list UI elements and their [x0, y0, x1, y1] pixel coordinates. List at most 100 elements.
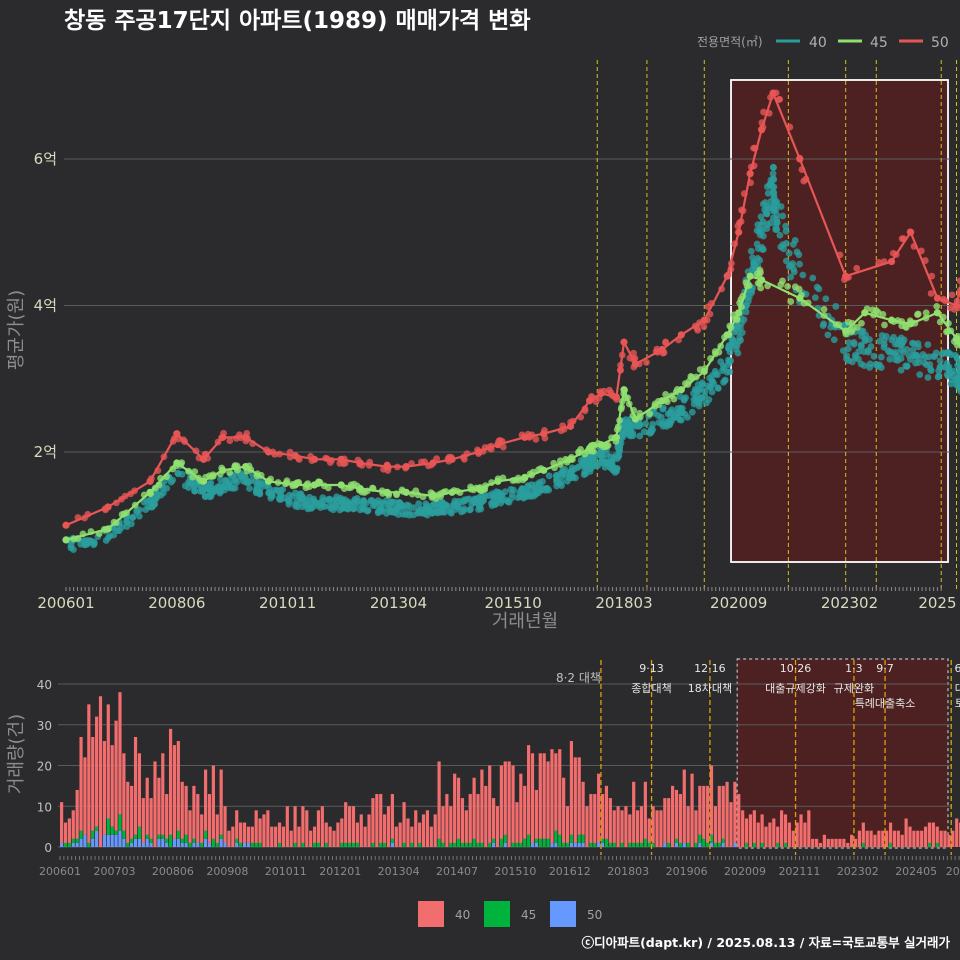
price-point-40 [325, 495, 333, 503]
volume-bar-45 [258, 842, 262, 847]
volume-bar-45 [161, 834, 165, 839]
volume-bar-45 [110, 826, 114, 835]
price-point-40 [507, 485, 515, 493]
price-point-40 [827, 323, 835, 331]
volume-bar-40 [231, 826, 235, 847]
top-x-tick-label: 202009 [710, 594, 767, 612]
volume-bar-40 [277, 822, 282, 843]
price-point-40 [454, 502, 462, 510]
volume-bar-45 [511, 842, 515, 847]
volume-bar-45 [569, 834, 574, 843]
series-marker-50 [494, 441, 502, 449]
price-point-40 [666, 419, 674, 427]
price-point-40 [813, 283, 821, 291]
price-point-40 [104, 534, 112, 542]
volume-bar-45 [379, 842, 383, 847]
top-x-tick-label: 201304 [370, 594, 427, 612]
price-point-40 [913, 353, 921, 360]
price-point-40 [779, 212, 787, 220]
series-marker-50 [700, 316, 708, 324]
volume-bar-45 [558, 834, 562, 847]
volume-bar-40 [838, 838, 842, 847]
price-point-40 [860, 362, 868, 370]
volume-bar-50 [118, 830, 122, 847]
price-point-40 [563, 477, 571, 485]
price-point-40 [923, 361, 930, 369]
volume-bar-45 [647, 842, 651, 847]
price-point-40 [518, 486, 525, 494]
bottom-x-tick-label: 201906 [666, 865, 708, 878]
price-point-45 [670, 395, 678, 403]
price-point-40 [191, 487, 199, 495]
volume-bar-40 [421, 814, 426, 847]
price-point-40 [524, 487, 531, 495]
volume-bar-45 [608, 842, 612, 847]
volume-bar-40 [527, 745, 531, 835]
volume-bar-45 [935, 842, 939, 847]
volume-bar-40 [180, 781, 184, 839]
volume-bar-40 [165, 794, 169, 839]
price-point-50 [700, 323, 708, 331]
price-point-40 [782, 257, 790, 265]
price-point-40 [793, 248, 801, 256]
volume-bar-50 [390, 842, 394, 847]
volume-bar-40 [912, 830, 916, 847]
series-marker-45 [540, 466, 548, 474]
volume-bar-40 [822, 834, 826, 847]
volume-bar-50 [219, 838, 223, 847]
volume-bar-50 [106, 834, 110, 847]
volume-bar-45 [118, 814, 122, 831]
volume-bar-45 [678, 842, 682, 847]
policy-annotation-label: 특례대출축소 [855, 697, 916, 710]
price-point-40 [77, 540, 85, 548]
top-x-tick-label: 201011 [259, 594, 316, 612]
volume-bar-50 [207, 842, 212, 847]
series-marker-50 [566, 422, 575, 430]
volume-bar-40 [807, 810, 811, 847]
price-point-40 [770, 176, 778, 183]
top-legend: 전용면적(㎡) 40 45 50 [697, 35, 949, 51]
policy-annotation-label: 대출규제강화 [765, 682, 826, 695]
volume-bar-45 [499, 838, 503, 847]
volume-bar-40 [538, 753, 542, 839]
price-point-40 [688, 408, 696, 416]
top-x-tick-label: 201510 [485, 594, 542, 612]
series-marker-45 [356, 485, 364, 493]
volume-bar-45 [63, 842, 68, 847]
bottom-x-tick-label: 202009 [724, 865, 766, 878]
volume-bar-45 [464, 842, 468, 847]
volume-bar-50 [530, 842, 535, 847]
price-point-40 [568, 467, 576, 475]
price-point-40 [956, 362, 960, 370]
price-point-40 [640, 428, 648, 436]
price-point-40 [832, 303, 840, 310]
series-marker-45 [383, 488, 391, 496]
volume-bar-45 [130, 838, 134, 843]
price-point-40 [580, 457, 588, 465]
series-marker-45 [907, 320, 915, 328]
bottom-x-tick-label: 202302 [837, 865, 879, 878]
series-marker-45 [842, 327, 850, 335]
policy-annotation-label: 18차대책 [688, 682, 732, 695]
price-point-45 [922, 309, 930, 317]
volume-bar-45 [157, 834, 161, 839]
volume-bar-45 [519, 842, 523, 847]
bottom-x-tick-label: 200703 [93, 865, 135, 878]
price-point-40 [253, 480, 261, 488]
series-marker-45 [723, 331, 731, 339]
volume-bar-40 [503, 761, 507, 835]
volume-bar-40 [227, 830, 231, 847]
volume-bar-40 [927, 822, 932, 843]
volume-bar-40 [468, 794, 472, 843]
series-marker-45 [475, 485, 483, 493]
volume-bar-40 [947, 834, 951, 847]
volume-bar-40 [519, 773, 523, 843]
volume-bar-40 [246, 826, 250, 843]
price-point-40 [897, 366, 905, 374]
volume-bar-40 [83, 757, 87, 835]
volume-bar-45 [441, 842, 445, 847]
volume-bar-40 [659, 810, 663, 847]
price-point-40 [326, 502, 333, 510]
volume-bar-50 [172, 838, 177, 847]
price-point-40 [482, 492, 489, 500]
